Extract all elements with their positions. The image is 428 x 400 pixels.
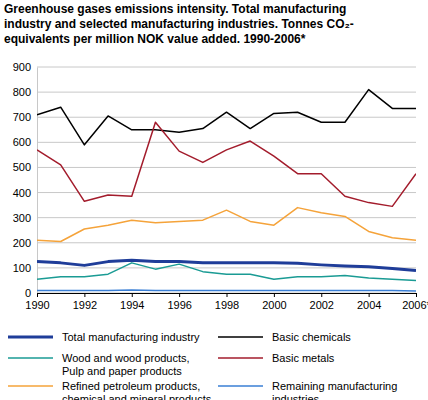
grid-line <box>37 242 416 243</box>
legend-swatch <box>8 385 53 387</box>
y-tick: 300 <box>13 212 37 224</box>
y-tick: 500 <box>13 161 37 173</box>
lines <box>37 90 416 291</box>
legend-swatch <box>8 336 53 339</box>
series-line <box>37 208 416 242</box>
y-tick-label: 400 <box>13 187 31 199</box>
y-tick-label: 500 <box>13 161 31 173</box>
x-tick-mark <box>369 293 370 297</box>
x-tick-mark <box>179 293 180 297</box>
series-line <box>37 260 416 270</box>
plot: 0 100 200 300 400 500 600 700 800 900 1990 1992 1994… <box>13 61 428 311</box>
grid-line <box>37 142 416 143</box>
legend-item: Remaining manufacturingindustries <box>218 380 397 400</box>
legend-swatch <box>8 357 53 359</box>
y-tick-label: 200 <box>13 237 31 249</box>
grid <box>37 67 416 293</box>
y-tick-label: 100 <box>13 262 31 274</box>
y-tick: 100 <box>13 262 37 274</box>
x-tick-label: 2004 <box>357 299 381 311</box>
legend-swatch <box>218 357 263 359</box>
x-tick-mark <box>274 293 275 297</box>
legend-label: Total manufacturing industry <box>62 331 200 343</box>
series-line <box>37 290 416 291</box>
x-tick-mark <box>37 293 38 297</box>
legend-swatch <box>218 385 263 387</box>
x-tick: 1994 <box>120 293 144 311</box>
x-tick: 1990 <box>25 293 49 311</box>
x-tick-label: 1994 <box>120 299 144 311</box>
legend-item: Refined petroleum products,chemical and … <box>8 380 212 400</box>
grid-line <box>37 67 416 68</box>
x-tick-mark <box>84 293 85 297</box>
x-axis: 1990 1992 1994 1996 1998 2000 2002 2004 2006* <box>25 293 428 311</box>
x-tick-label: 2006* <box>402 299 428 311</box>
x-tick: 2006* <box>402 293 428 311</box>
legend-item: Wood and wood products,Pulp and paper pr… <box>8 352 190 377</box>
chart: Greenhouse gases emissions intensity. To… <box>0 0 428 400</box>
y-tick-label: 700 <box>13 111 31 123</box>
x-tick-label: 1998 <box>215 299 239 311</box>
legend: Total manufacturing industry Basic chemic… <box>8 331 397 400</box>
x-tick-mark <box>132 293 133 297</box>
y-tick-label: 900 <box>13 61 31 73</box>
x-tick: 1992 <box>73 293 97 311</box>
series-line <box>37 122 416 206</box>
x-tick-mark <box>321 293 322 297</box>
y-axis: 0 100 200 300 400 500 600 700 800 900 <box>13 61 38 299</box>
legend-label: Refined petroleum products,chemical and … <box>62 380 212 400</box>
y-tick: 900 <box>13 61 37 73</box>
y-tick: 0 <box>25 287 37 299</box>
y-tick: 400 <box>13 187 37 199</box>
y-tick-label: 800 <box>13 86 31 98</box>
x-tick-mark <box>227 293 228 297</box>
legend-label: Remaining manufacturingindustries <box>272 380 397 400</box>
y-tick: 700 <box>13 111 37 123</box>
x-tick: 2004 <box>357 293 381 311</box>
y-tick: 800 <box>13 86 37 98</box>
title: Greenhouse gases emissions intensity. To… <box>4 2 354 46</box>
x-tick-label: 1992 <box>73 299 97 311</box>
x-tick-label: 2002 <box>310 299 334 311</box>
x-tick: 2000 <box>262 293 286 311</box>
y-tick: 600 <box>13 136 37 148</box>
y-axis-line <box>37 68 38 294</box>
x-tick-label: 2000 <box>262 299 286 311</box>
grid-line <box>37 167 416 168</box>
x-tick: 1996 <box>167 293 191 311</box>
grid-line <box>37 192 416 193</box>
x-tick-label: 1990 <box>25 299 49 311</box>
legend-swatch <box>218 336 263 338</box>
legend-item: Total manufacturing industry <box>8 331 200 343</box>
legend-label: Basic chemicals <box>272 331 351 343</box>
grid-line <box>37 217 416 218</box>
y-tick: 200 <box>13 237 37 249</box>
grid-line <box>37 92 416 93</box>
x-tick-label: 1996 <box>167 299 191 311</box>
series-line <box>37 90 416 145</box>
x-tick-mark <box>416 293 417 297</box>
y-tick-label: 600 <box>13 136 31 148</box>
legend-label: Basic metals <box>272 352 335 364</box>
y-tick-label: 300 <box>13 212 31 224</box>
legend-label: Wood and wood products,Pulp and paper pr… <box>62 352 190 377</box>
x-tick: 2002 <box>310 293 334 311</box>
x-tick: 1998 <box>215 293 239 311</box>
y-tick-label: 0 <box>25 287 31 299</box>
legend-item: Basic chemicals <box>218 331 351 343</box>
series-line <box>37 263 416 281</box>
grid-line <box>37 117 416 118</box>
legend-item: Basic metals <box>218 352 335 364</box>
